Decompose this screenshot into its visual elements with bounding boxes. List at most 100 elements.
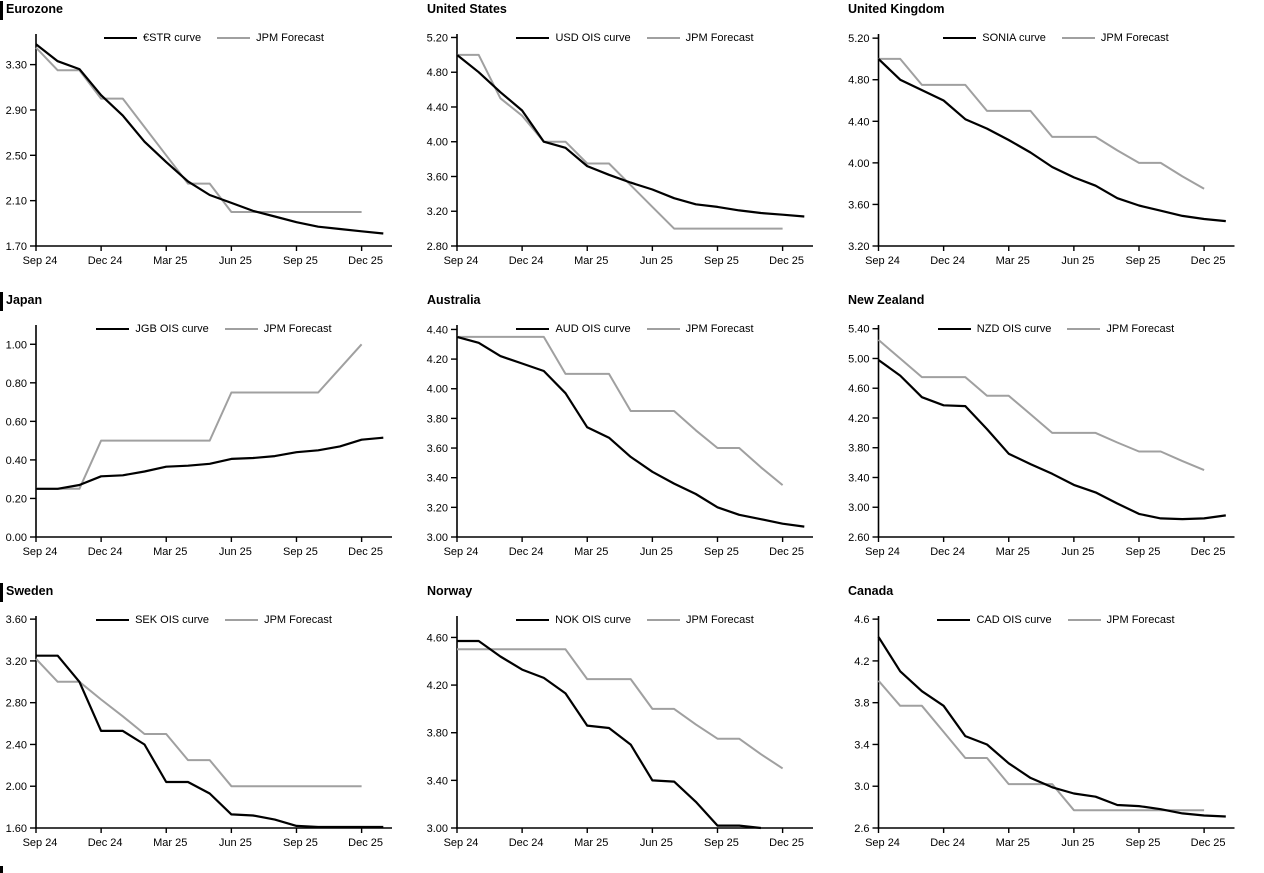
svg-text:2.80: 2.80 bbox=[6, 698, 27, 710]
line-chart-canvas: 0.00 0.20 0.40 0.60 0.80 1.00 Sep 24 Dec 24 Mar … bbox=[6, 325, 392, 558]
chart-legend: AUD OIS curve JPM Forecast bbox=[457, 320, 813, 337]
svg-text:4.20: 4.20 bbox=[427, 680, 448, 692]
svg-text:Dec 25: Dec 25 bbox=[1191, 837, 1226, 849]
series-line-swatch-black bbox=[516, 36, 550, 39]
svg-text:Mar 25: Mar 25 bbox=[996, 546, 1030, 558]
chart-title: New Zealand bbox=[848, 293, 925, 307]
series-line-swatch-gray bbox=[224, 327, 258, 330]
svg-text:4.00: 4.00 bbox=[848, 158, 869, 170]
svg-text:3.80: 3.80 bbox=[848, 443, 869, 455]
chart-title: Eurozone bbox=[6, 2, 63, 16]
chart-title: Norway bbox=[427, 584, 473, 598]
svg-text:4.60: 4.60 bbox=[427, 632, 448, 644]
svg-text:Jun 25: Jun 25 bbox=[640, 255, 673, 267]
svg-text:Dec 24: Dec 24 bbox=[509, 546, 544, 558]
svg-text:Sep 24: Sep 24 bbox=[865, 255, 900, 267]
chart-cell-canada: Canada CAD OIS curve JPM Forecast 2.6 3.0… bbox=[842, 582, 1264, 873]
series-line-swatch-gray bbox=[1067, 327, 1101, 330]
svg-text:Sep 24: Sep 24 bbox=[444, 255, 479, 267]
svg-text:3.20: 3.20 bbox=[427, 206, 448, 218]
series-line-swatch-gray bbox=[646, 36, 680, 39]
svg-text:0.60: 0.60 bbox=[6, 416, 27, 428]
svg-text:2.60: 2.60 bbox=[848, 532, 869, 544]
svg-text:3.80: 3.80 bbox=[427, 413, 448, 425]
svg-text:5.40: 5.40 bbox=[848, 324, 869, 336]
svg-text:3.40: 3.40 bbox=[427, 775, 448, 787]
svg-text:Sep 25: Sep 25 bbox=[283, 546, 318, 558]
svg-text:Sep 25: Sep 25 bbox=[1126, 837, 1161, 849]
svg-text:Jun 25: Jun 25 bbox=[1061, 837, 1094, 849]
svg-text:3.40: 3.40 bbox=[848, 472, 869, 484]
svg-text:Dec 25: Dec 25 bbox=[348, 255, 383, 267]
svg-text:Mar 25: Mar 25 bbox=[153, 546, 187, 558]
legend-label-ois: USD OIS curve bbox=[555, 31, 631, 44]
svg-text:2.6: 2.6 bbox=[854, 823, 869, 835]
svg-text:4.40: 4.40 bbox=[848, 116, 869, 128]
chart-title: Sweden bbox=[6, 584, 54, 598]
chart-title: Australia bbox=[427, 293, 481, 307]
svg-text:Dec 25: Dec 25 bbox=[769, 837, 804, 849]
svg-text:Sep 24: Sep 24 bbox=[865, 837, 900, 849]
series-line-swatch-gray bbox=[217, 36, 251, 39]
svg-text:4.80: 4.80 bbox=[848, 75, 869, 87]
svg-text:Mar 25: Mar 25 bbox=[153, 837, 187, 849]
svg-text:Dec 25: Dec 25 bbox=[348, 546, 383, 558]
svg-text:Dec 25: Dec 25 bbox=[769, 546, 804, 558]
series-line-swatch-black bbox=[937, 327, 971, 330]
svg-text:4.20: 4.20 bbox=[848, 413, 869, 425]
section-bar bbox=[0, 292, 3, 311]
svg-text:2.40: 2.40 bbox=[6, 739, 27, 751]
legend-label-ois: NZD OIS curve bbox=[976, 322, 1052, 335]
line-chart-canvas: 3.20 3.60 4.00 4.40 4.80 5.20 Sep 24 Dec 24 Mar … bbox=[848, 33, 1235, 267]
chart-cell-japan: Japan JGB OIS curve JPM Forecast 0.00 0.2… bbox=[0, 291, 421, 582]
chart-legend: CAD OIS curve JPM Forecast bbox=[878, 611, 1234, 628]
legend-label-ois: SEK OIS curve bbox=[135, 613, 210, 626]
svg-text:Sep 24: Sep 24 bbox=[444, 546, 479, 558]
svg-text:Dec 25: Dec 25 bbox=[1191, 255, 1226, 267]
legend-label-ois: SONIA curve bbox=[982, 31, 1046, 44]
section-bar bbox=[0, 1, 3, 20]
chart-cell-sweden: Sweden SEK OIS curve JPM Forecast 1.60 2.… bbox=[0, 582, 421, 873]
svg-text:Dec 24: Dec 24 bbox=[930, 546, 965, 558]
legend-label-forecast: JPM Forecast bbox=[263, 322, 332, 335]
chart-legend: SONIA curve JPM Forecast bbox=[878, 29, 1234, 46]
chart-cell-norway: Norway NOK OIS curve JPM Forecast 3.00 3.… bbox=[421, 582, 842, 873]
legend-label-ois: NOK OIS curve bbox=[555, 613, 631, 626]
svg-text:Dec 24: Dec 24 bbox=[509, 837, 544, 849]
legend-label-forecast: JPM Forecast bbox=[685, 613, 754, 626]
chart-legend: USD OIS curve JPM Forecast bbox=[457, 29, 813, 46]
svg-text:Jun 25: Jun 25 bbox=[219, 837, 252, 849]
svg-text:3.00: 3.00 bbox=[427, 532, 448, 544]
svg-text:Dec 25: Dec 25 bbox=[1191, 546, 1226, 558]
svg-text:Sep 25: Sep 25 bbox=[704, 546, 739, 558]
svg-text:4.00: 4.00 bbox=[427, 384, 448, 396]
legend-label-ois: CAD OIS curve bbox=[976, 613, 1052, 626]
svg-text:5.20: 5.20 bbox=[427, 32, 448, 44]
series-line-swatch-gray bbox=[646, 327, 680, 330]
svg-text:3.60: 3.60 bbox=[427, 171, 448, 183]
chart-cell-eurozone: Eurozone €STR curve JPM Forecast 1.70 2.1… bbox=[0, 0, 421, 291]
section-bar-partial bbox=[0, 866, 3, 873]
svg-text:Sep 24: Sep 24 bbox=[444, 837, 479, 849]
svg-text:2.80: 2.80 bbox=[427, 241, 448, 253]
svg-text:Dec 25: Dec 25 bbox=[348, 837, 383, 849]
svg-text:4.00: 4.00 bbox=[427, 137, 448, 149]
chart-title: Japan bbox=[6, 293, 43, 307]
svg-text:Dec 24: Dec 24 bbox=[88, 837, 123, 849]
svg-text:Jun 25: Jun 25 bbox=[1061, 255, 1094, 267]
chart-legend: €STR curve JPM Forecast bbox=[36, 29, 392, 46]
svg-text:Dec 24: Dec 24 bbox=[509, 255, 544, 267]
svg-text:3.00: 3.00 bbox=[848, 502, 869, 514]
svg-text:3.60: 3.60 bbox=[848, 199, 869, 211]
svg-text:3.20: 3.20 bbox=[848, 241, 869, 253]
svg-text:2.50: 2.50 bbox=[6, 150, 27, 162]
legend-label-forecast: JPM Forecast bbox=[264, 613, 332, 626]
legend-label-forecast: JPM Forecast bbox=[685, 31, 754, 44]
series-line-swatch-gray bbox=[1061, 36, 1095, 39]
svg-text:Mar 25: Mar 25 bbox=[996, 837, 1030, 849]
series-line-swatch-black bbox=[96, 618, 130, 621]
svg-text:5.00: 5.00 bbox=[848, 353, 869, 365]
svg-text:Mar 25: Mar 25 bbox=[574, 837, 608, 849]
svg-text:Mar 25: Mar 25 bbox=[574, 255, 608, 267]
